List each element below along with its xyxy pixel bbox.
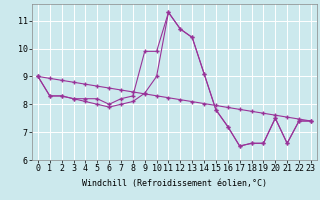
X-axis label: Windchill (Refroidissement éolien,°C): Windchill (Refroidissement éolien,°C) (82, 179, 267, 188)
